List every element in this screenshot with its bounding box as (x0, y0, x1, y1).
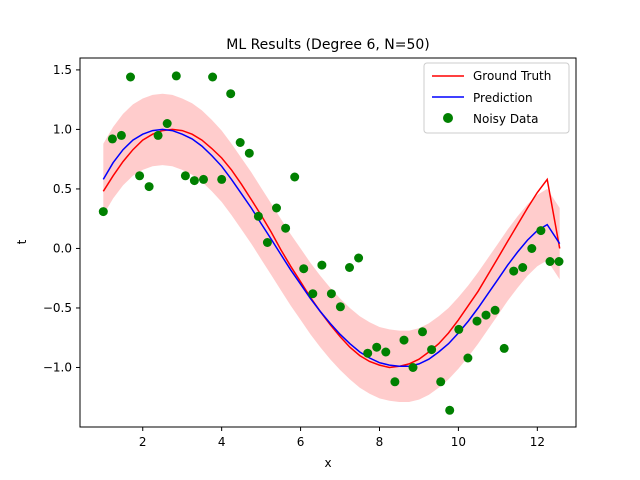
noisy-data-point (390, 377, 400, 387)
noisy-data-point (226, 89, 236, 99)
noisy-data-point (189, 176, 199, 186)
chart-title: ML Results (Degree 6, N=50) (226, 37, 430, 53)
y-axis-label: t (15, 239, 29, 244)
legend-noisy-data-label: Noisy Data (473, 112, 538, 126)
noisy-data-point (381, 347, 391, 357)
noisy-data-point (199, 174, 208, 184)
prediction-line (102, 128, 561, 368)
noisy-data-point (463, 353, 473, 363)
legend: Ground Truth Prediction Noisy Data (423, 62, 570, 134)
x-tick-label: 10 (451, 435, 466, 449)
noisy-data-point (171, 71, 181, 81)
noisy-data-point (244, 148, 254, 158)
noisy-data-point (536, 226, 546, 236)
noisy-data-point (208, 72, 218, 82)
y-tick-label: −1.0 (43, 360, 72, 374)
noisy-data-point (326, 289, 336, 299)
noisy-data-point (372, 342, 382, 352)
noisy-data-point (527, 244, 537, 253)
noisy-data-point (162, 119, 172, 128)
x-tick-label: 6 (297, 435, 305, 449)
noisy-data-point (454, 324, 464, 334)
noisy-data-point (408, 363, 418, 372)
noisy-data-point (253, 211, 263, 221)
noisy-data-point (144, 182, 154, 192)
legend-ground-truth-label: Ground Truth (473, 69, 551, 83)
noisy-data-point (345, 263, 354, 272)
legend-frame (423, 62, 570, 134)
noisy-data-point (335, 302, 345, 312)
noisy-data-point (126, 72, 135, 82)
plot-frame (79, 57, 577, 428)
x-tick-label: 12 (530, 435, 545, 449)
legend-prediction-label: Prediction (473, 91, 533, 105)
noisy-data-point (290, 172, 300, 182)
noisy-data-point (499, 343, 509, 353)
noisy-data-point (354, 253, 364, 263)
x-tick-label: 4 (218, 435, 226, 449)
noisy-data-point (235, 138, 245, 147)
noisy-data-point (107, 134, 117, 144)
x-axis-label: x (324, 456, 331, 470)
confidence-band (103, 93, 560, 402)
noisy-data-point (98, 207, 108, 217)
y-tick-label: 1.5 (53, 63, 72, 77)
noisy-data-point (509, 266, 519, 276)
noisy-data-point (272, 203, 281, 213)
y-tick-label: 0.5 (53, 182, 72, 196)
noisy-data-point (317, 260, 327, 270)
noisy-data-point (153, 130, 163, 140)
noisy-data-point (262, 238, 272, 247)
noisy-data-point (281, 223, 291, 233)
noisy-data-point (363, 348, 373, 358)
y-tick-label: 1.0 (53, 122, 72, 136)
y-axis: −1.0 −0.5 0.0 0.5 1.0 1.5 (43, 63, 80, 374)
noisy-data-point (445, 405, 455, 415)
legend-noisy-data-swatch (443, 113, 453, 123)
noisy-data-point (180, 171, 190, 181)
noisy-data-point (427, 345, 437, 355)
x-axis: 2 4 6 8 10 12 (139, 427, 545, 449)
noisy-data-point (481, 310, 491, 320)
noisy-data-point (418, 327, 427, 337)
noisy-data-point (472, 316, 482, 326)
x-tick-label: 8 (376, 435, 384, 449)
noisy-data-point (299, 264, 309, 274)
noisy-data-point (116, 130, 126, 140)
noisy-data-point (490, 305, 500, 315)
noisy-data-point (554, 257, 564, 266)
noisy-data-point (436, 377, 446, 387)
noisy-data-point (217, 174, 227, 184)
noisy-data-point (545, 257, 555, 266)
y-tick-label: −0.5 (43, 301, 72, 315)
ground-truth-line (102, 128, 561, 369)
noisy-data-point (135, 171, 145, 181)
y-tick-label: 0.0 (53, 241, 72, 255)
noisy-data-point (518, 263, 528, 272)
noisy-data-point (308, 289, 318, 299)
noisy-data-point (399, 335, 409, 345)
x-tick-label: 2 (139, 435, 147, 449)
